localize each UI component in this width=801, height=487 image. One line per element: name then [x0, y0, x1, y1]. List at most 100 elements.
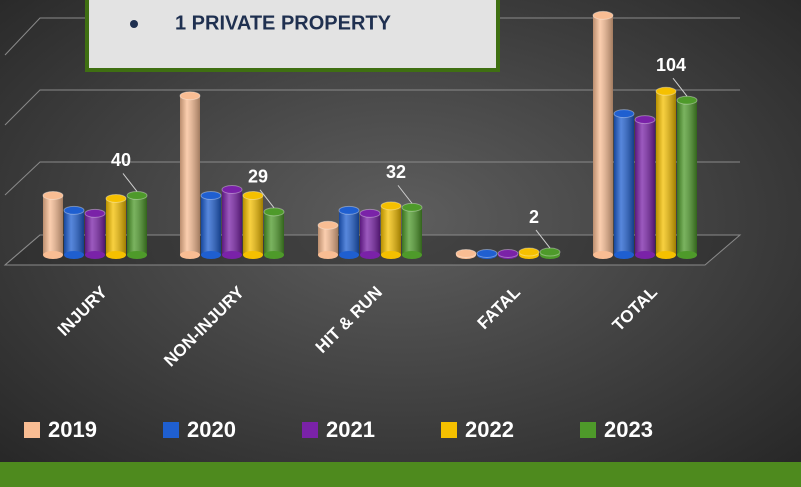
- bar-bottom: [180, 251, 200, 259]
- bar-bottom: [201, 251, 221, 259]
- bar-top: [42, 190, 64, 200]
- bar-bottom: [381, 251, 401, 259]
- bar-shade: [201, 195, 221, 255]
- bar-shade: [180, 95, 200, 256]
- bar: [634, 115, 656, 259]
- bar-shade: [339, 210, 359, 255]
- bar: [592, 10, 614, 259]
- bar: [63, 205, 85, 259]
- bar-shade: [656, 91, 676, 255]
- bar-top: [359, 208, 381, 218]
- legend-label: 2019: [48, 417, 97, 442]
- bar-shade: [127, 195, 147, 255]
- bar-top: [613, 109, 635, 119]
- bar-top: [455, 249, 477, 259]
- leader-line: [397, 185, 413, 204]
- bar-bottom: [656, 251, 676, 259]
- legend-swatch: [441, 422, 457, 438]
- bar-bottom: [106, 251, 126, 259]
- bar-top: [126, 190, 148, 200]
- legend-swatch: [24, 422, 40, 438]
- grid-line: [4, 161, 740, 196]
- bar-top: [497, 249, 519, 259]
- legend-label: 2021: [326, 417, 375, 442]
- bar-bottom: [85, 251, 105, 259]
- bar-shade: [222, 189, 242, 255]
- bar: [676, 95, 698, 259]
- bar-top: [105, 193, 127, 203]
- bar: [401, 202, 423, 259]
- bar-shade: [106, 198, 126, 255]
- bar: [200, 190, 222, 259]
- bar-top: [676, 95, 698, 105]
- bar-top: [592, 10, 614, 20]
- bar-top: [63, 205, 85, 215]
- bar-top: [200, 190, 222, 200]
- bar: [84, 208, 106, 259]
- bar-bottom: [635, 251, 655, 259]
- legend-swatch: [580, 422, 596, 438]
- bar-bottom: [64, 251, 84, 259]
- bar: [42, 190, 64, 259]
- bar-bottom: [243, 251, 263, 259]
- legend-swatch: [302, 422, 318, 438]
- bar: [476, 249, 498, 259]
- bar-top: [338, 205, 360, 215]
- bar-bottom: [339, 251, 359, 259]
- leader-line: [259, 189, 275, 209]
- bar-top: [401, 202, 423, 212]
- bar-shade: [264, 211, 284, 255]
- legend-label: 2020: [187, 417, 236, 442]
- bar-bottom: [402, 251, 422, 259]
- bar-bottom: [593, 251, 613, 259]
- bar-top: [84, 208, 106, 218]
- bar: [105, 193, 127, 259]
- bar-shade: [318, 225, 338, 255]
- bar-bottom: [614, 251, 634, 259]
- legend-swatch: [163, 422, 179, 438]
- bar-bottom: [43, 251, 63, 259]
- bar: [126, 190, 148, 259]
- grid-line: [4, 17, 740, 56]
- bar: [497, 249, 519, 259]
- bar: [613, 109, 635, 259]
- bar-top: [634, 115, 656, 125]
- bar: [263, 207, 285, 259]
- bar-top: [179, 91, 201, 101]
- data-label: 40: [111, 150, 131, 170]
- bar: [380, 201, 402, 259]
- bar-shade: [243, 195, 263, 255]
- bar-top: [242, 190, 264, 200]
- bar: [539, 247, 561, 259]
- data-label: 32: [386, 162, 406, 182]
- bar-shade: [677, 100, 697, 255]
- bar: [338, 205, 360, 259]
- bar-top: [317, 220, 339, 230]
- leader-line: [672, 77, 688, 97]
- bar-top: [539, 247, 561, 257]
- footer-band: [0, 462, 801, 487]
- data-label: 104: [656, 55, 686, 75]
- bar-top: [221, 185, 243, 195]
- bar-top: [476, 249, 498, 259]
- bar-bottom: [318, 251, 338, 259]
- legend-label: 2023: [604, 417, 653, 442]
- data-label: 2: [529, 207, 539, 227]
- bar: [242, 190, 264, 259]
- bar-shade: [85, 213, 105, 255]
- bar-shade: [635, 119, 655, 255]
- leader-line: [535, 229, 551, 249]
- bar: [317, 220, 339, 259]
- annotation: 1 PRIVATE PROPERTY: [175, 12, 392, 34]
- bar-shade: [402, 207, 422, 255]
- bar: [359, 208, 381, 259]
- bar-shade: [64, 210, 84, 255]
- bar-shade: [593, 15, 613, 255]
- bar-shade: [381, 205, 401, 255]
- bar-shade: [360, 213, 380, 255]
- bullet: [130, 20, 138, 28]
- bar-top: [380, 201, 402, 211]
- bar-bottom: [264, 251, 284, 259]
- bar-bottom: [677, 251, 697, 259]
